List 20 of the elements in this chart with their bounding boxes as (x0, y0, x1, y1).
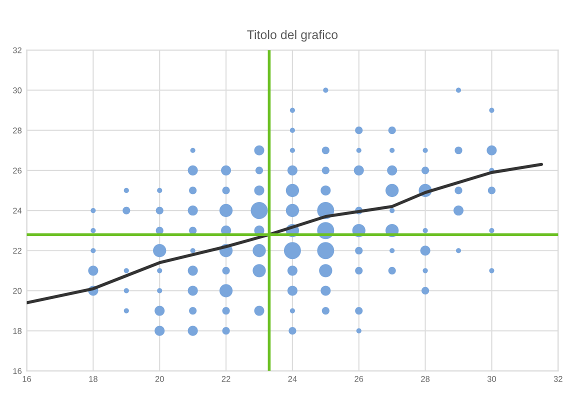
y-tick-label: 32 (12, 47, 22, 54)
x-tick-label: 32 (554, 376, 562, 382)
y-tick-label: 16 (13, 368, 22, 374)
line-series (26, 162, 544, 304)
chart-title: Titolo del grafico (247, 30, 338, 42)
x-tick-label: 16 (22, 376, 32, 382)
x-tick-label: 26 (354, 376, 364, 382)
y-tick-label: 20 (13, 288, 22, 294)
x-tick-label: 20 (155, 376, 164, 382)
y-tick-label: 28 (13, 128, 22, 134)
y-tick-label: 18 (13, 328, 22, 334)
x-tick-label: 28 (421, 376, 430, 382)
y-tick-label: 30 (12, 87, 22, 94)
x-tick-label: 24 (288, 376, 297, 382)
y-tick-label: 24 (13, 208, 22, 214)
y-tick-label: 26 (13, 168, 22, 174)
y-tick-label: 22 (13, 248, 22, 254)
x-tick-label: 30 (487, 376, 496, 382)
x-tick-label: 22 (222, 376, 230, 382)
x-tick-label: 18 (89, 376, 98, 382)
